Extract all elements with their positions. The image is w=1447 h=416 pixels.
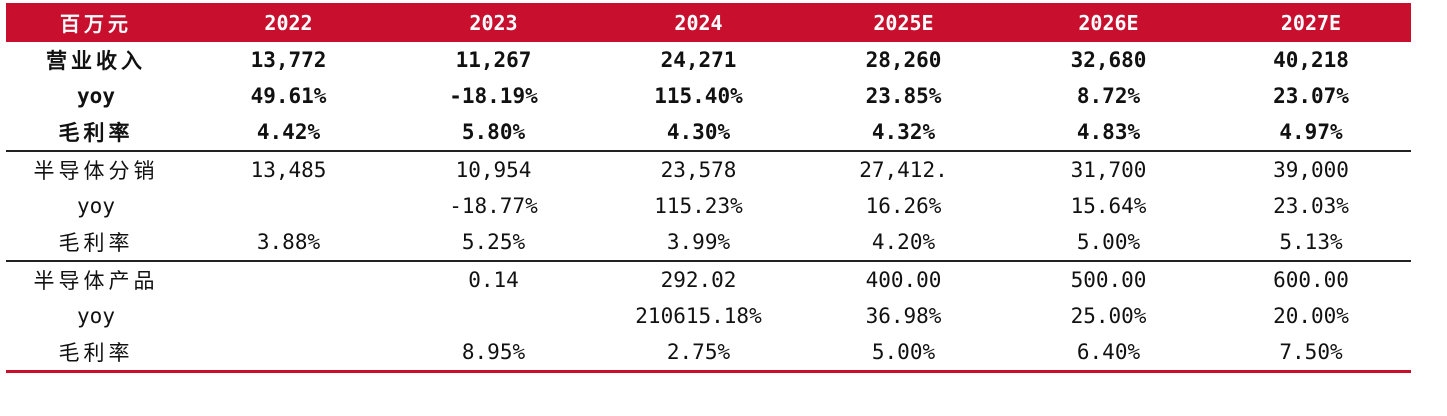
table-cell: 40,218: [1273, 48, 1349, 72]
table-bottom-rule: [6, 370, 1411, 373]
table-cell: 5.25%: [461, 230, 526, 254]
section-divider: [6, 260, 1411, 262]
table-cell: 4.32%: [871, 120, 936, 144]
table-cell: 3.99%: [666, 230, 731, 254]
table-row: 毛利率 8.95% 2.75% 5.00% 6.40% 7.50%: [6, 334, 1411, 370]
table-cell: 5.80%: [461, 120, 526, 144]
table-cell: 8.72%: [1076, 84, 1141, 108]
table-row: yoy 49.61% -18.19% 115.40% 23.85% 8.72% …: [6, 78, 1411, 114]
table-cell: 28,260: [865, 48, 942, 72]
table-row: 毛利率 4.42% 5.80% 4.30% 4.32% 4.83% 4.97%: [6, 114, 1411, 150]
table-cell: 39,000: [1273, 158, 1349, 182]
table-cell: -18.77%: [449, 194, 538, 218]
table-cell: -18.19%: [449, 84, 538, 108]
table-cell: 16.26%: [865, 194, 942, 218]
financial-table: 百万元 2022 2023 2024 2025E 2026E 2027E 营业收…: [6, 3, 1411, 373]
row-label: yoy: [77, 194, 115, 218]
table-cell: 6.40%: [1076, 340, 1141, 364]
table-cell: 4.30%: [666, 120, 731, 144]
table-cell: 5.00%: [1076, 230, 1141, 254]
row-label: 营业收入: [46, 49, 146, 73]
table-row: 营业收入 13,772 11,267 24,271 28,260 32,680 …: [6, 42, 1411, 78]
section-divider: [6, 150, 1411, 152]
row-label: 半导体分销: [33, 159, 159, 183]
table-row: yoy 210615.18% 36.98% 25.00% 20.00%: [6, 298, 1411, 334]
table-cell: 292.02: [660, 268, 737, 292]
table-cell: 3.88%: [256, 230, 321, 254]
header-cell-year: 2027E: [1280, 10, 1342, 35]
table-cell: 600.00: [1273, 268, 1349, 292]
row-label: 毛利率: [58, 231, 134, 255]
table-cell: 13,772: [250, 48, 327, 72]
table-cell: 15.64%: [1070, 194, 1147, 218]
group-total: 营业收入 13,772 11,267 24,271 28,260 32,680 …: [6, 42, 1411, 150]
table-cell: 20.00%: [1273, 304, 1349, 328]
table-cell: 36.98%: [865, 304, 942, 328]
table-cell: 31,700: [1070, 158, 1147, 182]
table-cell: 8.95%: [461, 340, 526, 364]
row-label: 毛利率: [58, 341, 134, 365]
table-row: 半导体产品 0.14 292.02 400.00 500.00 600.00: [6, 262, 1411, 298]
table-cell: 49.61%: [250, 84, 327, 108]
table-cell: 2.75%: [666, 340, 731, 364]
table-cell: 23,578: [660, 158, 737, 182]
table-cell: 4.97%: [1279, 120, 1343, 144]
table-header: 百万元 2022 2023 2024 2025E 2026E 2027E: [6, 3, 1411, 42]
table-cell: 11,267: [455, 48, 532, 72]
row-label: 毛利率: [58, 121, 134, 145]
header-cell-unit: 百万元: [60, 12, 132, 36]
table-cell: 27,412.: [859, 158, 948, 182]
table-cell: 7.50%: [1279, 340, 1343, 364]
table-cell: 210615.18%: [635, 304, 762, 328]
table-cell: 4.20%: [871, 230, 936, 254]
table-cell: 115.23%: [654, 194, 743, 218]
table-cell: 23.07%: [1273, 84, 1349, 108]
table-cell: 500.00: [1070, 268, 1147, 292]
table-cell: 23.85%: [865, 84, 942, 108]
header-cell-year: 2022: [264, 10, 313, 35]
header-cell-year: 2023: [469, 10, 518, 35]
table-cell: 4.83%: [1076, 120, 1141, 144]
table-cell: 5.00%: [871, 340, 936, 364]
row-label: 半导体产品: [33, 269, 159, 293]
header-cell-year: 2024: [674, 10, 723, 35]
group-semiconductor-distribution: 半导体分销 13,485 10,954 23,578 27,412. 31,70…: [6, 152, 1411, 260]
table-cell: 25.00%: [1070, 304, 1147, 328]
table-cell: 13,485: [250, 158, 327, 182]
table-row: 毛利率 3.88% 5.25% 3.99% 4.20% 5.00% 5.13%: [6, 224, 1411, 260]
table-cell: 5.13%: [1279, 230, 1343, 254]
table-cell: 115.40%: [654, 84, 743, 108]
row-label: yoy: [77, 304, 115, 328]
table-cell: 32,680: [1070, 48, 1147, 72]
header-cell-year: 2025E: [873, 10, 934, 35]
table-row: 半导体分销 13,485 10,954 23,578 27,412. 31,70…: [6, 152, 1411, 188]
table-row: yoy -18.77% 115.23% 16.26% 15.64% 23.03%: [6, 188, 1411, 224]
row-label: yoy: [77, 84, 115, 108]
table-cell: 400.00: [865, 268, 942, 292]
header-cell-year: 2026E: [1078, 10, 1139, 35]
table-cell: 10,954: [455, 158, 532, 182]
table-cell: 24,271: [660, 48, 737, 72]
table-cell: 23.03%: [1273, 194, 1349, 218]
table-cell: 4.42%: [256, 120, 321, 144]
group-semiconductor-products: 半导体产品 0.14 292.02 400.00 500.00 600.00 y…: [6, 262, 1411, 370]
table-cell: 0.14: [468, 268, 519, 292]
